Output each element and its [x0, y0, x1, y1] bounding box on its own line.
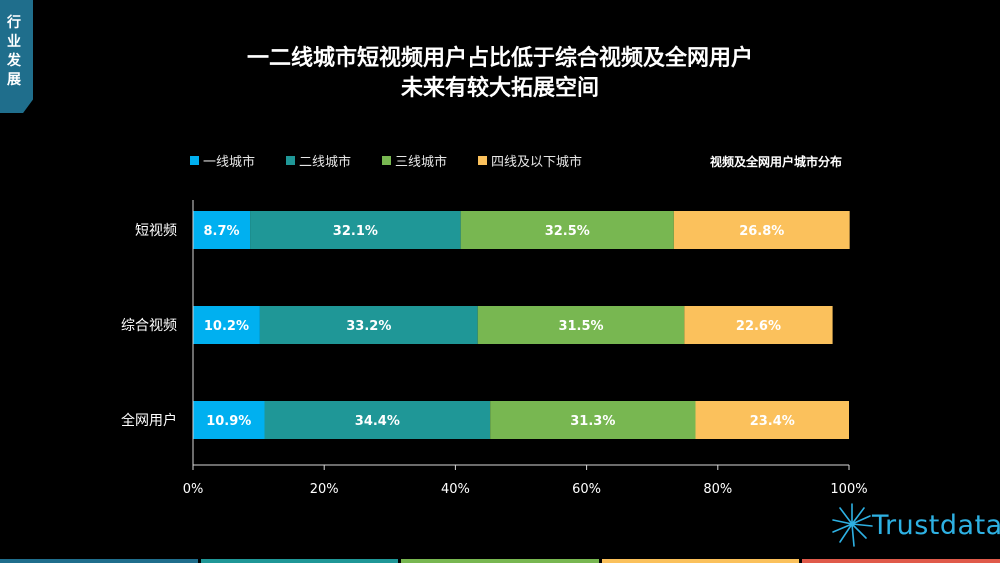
- bar-segment: [490, 401, 696, 439]
- legend-swatch: [478, 155, 488, 165]
- data-label: 22.6%: [736, 319, 781, 334]
- data-label: 31.3%: [570, 414, 615, 429]
- data-label: 10.2%: [204, 319, 249, 334]
- section-tab: 行 业 发 展: [0, 0, 33, 113]
- chart-legend: 一线城市 二线城市 三线城市 四线及以下城市: [190, 151, 613, 170]
- bar-segment: [477, 306, 685, 344]
- legend-item: 三线城市: [382, 151, 447, 170]
- bar-segment: [259, 306, 478, 344]
- bar-segment: [684, 306, 833, 344]
- x-tick-label: 0%: [183, 482, 204, 497]
- bottom-bar-segment: [601, 559, 800, 563]
- bottom-color-bar: [0, 559, 1000, 563]
- x-tick-label: 60%: [572, 482, 601, 497]
- x-tick-label: 40%: [441, 482, 470, 497]
- data-label: 31.5%: [558, 319, 603, 334]
- legend-label: 一线城市: [203, 154, 256, 170]
- legend-item: 四线及以下城市: [478, 151, 582, 170]
- legend-item: 二线城市: [286, 151, 351, 170]
- page-title-line-2: 未来有较大拓展空间: [400, 76, 599, 101]
- trustdata-logo: Trustdata: [830, 500, 1000, 550]
- chart-subtitle: 视频及全网用户城市分布: [709, 155, 842, 169]
- data-label: 10.9%: [206, 414, 251, 429]
- data-label: 32.5%: [545, 224, 590, 239]
- bottom-bar-segment: [200, 559, 399, 563]
- legend-label: 四线及以下城市: [491, 154, 583, 170]
- data-label: 33.2%: [346, 319, 391, 334]
- legend-label: 二线城市: [299, 154, 352, 170]
- x-tick-label: 100%: [830, 482, 867, 497]
- page-title: 一二线城市短视频用户占比低于综合视频及全网用户 未来有较大拓展空间: [0, 44, 1000, 104]
- legend-swatch: [286, 155, 296, 165]
- bar-segment: [193, 306, 260, 344]
- legend-label: 三线城市: [395, 154, 448, 170]
- bar-segment: [673, 211, 850, 249]
- bottom-bar-segment: [401, 559, 599, 563]
- page-title-line-1: 一二线城市短视频用户占比低于综合视频及全网用户: [246, 46, 753, 71]
- bar-segment: [695, 401, 849, 439]
- data-label: 23.4%: [750, 414, 795, 429]
- bar-segment: [264, 401, 491, 439]
- bar-segment: [193, 211, 251, 249]
- category-label: 短视频: [135, 223, 177, 239]
- x-tick-label: 20%: [310, 482, 339, 497]
- legend-swatch: [190, 155, 199, 165]
- category-label: 综合视频: [121, 318, 177, 334]
- bar-segment: [460, 211, 674, 249]
- legend-swatch: [382, 155, 392, 165]
- legend-item: 一线城市: [190, 151, 255, 170]
- bottom-bar-segment: [0, 559, 198, 563]
- bar-segment: [193, 401, 265, 439]
- data-label: 32.1%: [333, 224, 378, 239]
- x-tick-label: 80%: [703, 482, 732, 497]
- bottom-bar-segment: [802, 559, 1000, 563]
- data-label: 26.8%: [739, 224, 784, 239]
- bar-segment: [250, 211, 461, 249]
- data-label: 8.7%: [204, 224, 240, 239]
- logo-burst-icon: [832, 503, 873, 547]
- section-tab-label: 行 业 发 展: [7, 15, 21, 88]
- category-label: 全网用户: [121, 412, 177, 429]
- data-label: 34.4%: [355, 414, 400, 429]
- logo-text: Trustdata: [872, 510, 1000, 541]
